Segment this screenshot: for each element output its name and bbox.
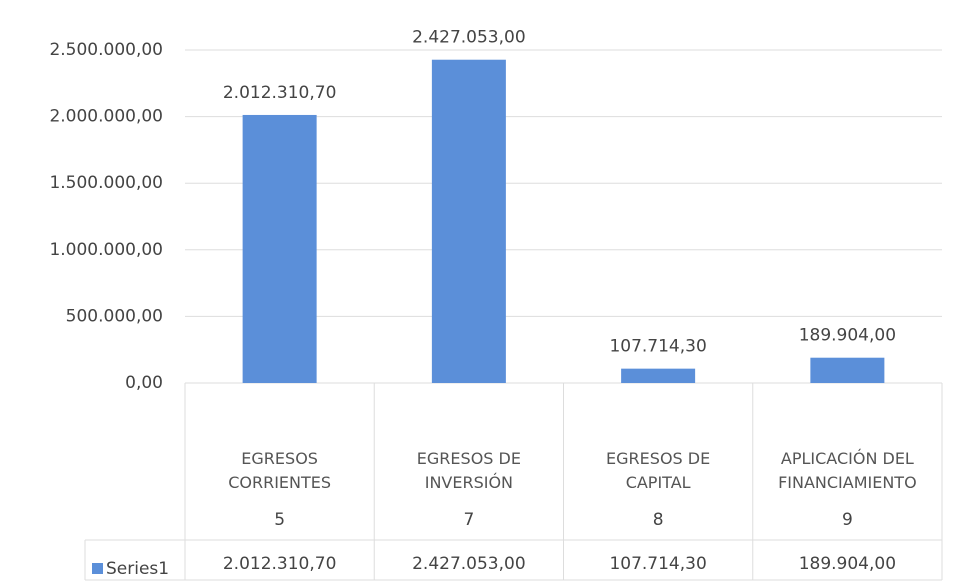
table-value: 2.012.310,70: [223, 554, 337, 574]
x-tick-label: EGRESOS DE CAPITAL: [606, 449, 711, 492]
y-tick-label: 1.500.000,00: [49, 173, 163, 193]
table-value: 2.427.053,00: [412, 554, 526, 574]
category-code: 5: [274, 510, 285, 530]
data-label: 2.012.310,70: [223, 83, 337, 103]
x-tick-label: APLICACIÓN DEL FINANCIAMIENTO: [778, 449, 917, 492]
x-tick-label: EGRESOS DE INVERSIÓN: [416, 449, 521, 492]
bar: [810, 357, 885, 383]
legend-swatch: [92, 563, 103, 574]
legend-label: Series1: [106, 559, 169, 579]
bar: [621, 368, 696, 383]
y-tick-label: 0,00: [125, 373, 163, 393]
data-label: 107.714,30: [609, 337, 706, 357]
category-code: 9: [842, 510, 853, 530]
data-label: 2.427.053,00: [412, 28, 526, 48]
table-value: 189.904,00: [799, 554, 896, 574]
category-code: 8: [653, 510, 664, 530]
y-tick-label: 2.500.000,00: [49, 40, 163, 60]
data-label: 189.904,00: [799, 326, 896, 346]
category-code: 7: [463, 510, 474, 530]
y-tick-label: 2.000.000,00: [49, 107, 163, 127]
y-tick-label: 500.000,00: [66, 306, 163, 326]
x-tick-label: EGRESOS CORRIENTES: [228, 449, 332, 492]
bar: [431, 59, 506, 383]
bar: [242, 114, 317, 384]
y-tick-label: 1.000.000,00: [49, 240, 163, 260]
table-value: 107.714,30: [609, 554, 706, 574]
